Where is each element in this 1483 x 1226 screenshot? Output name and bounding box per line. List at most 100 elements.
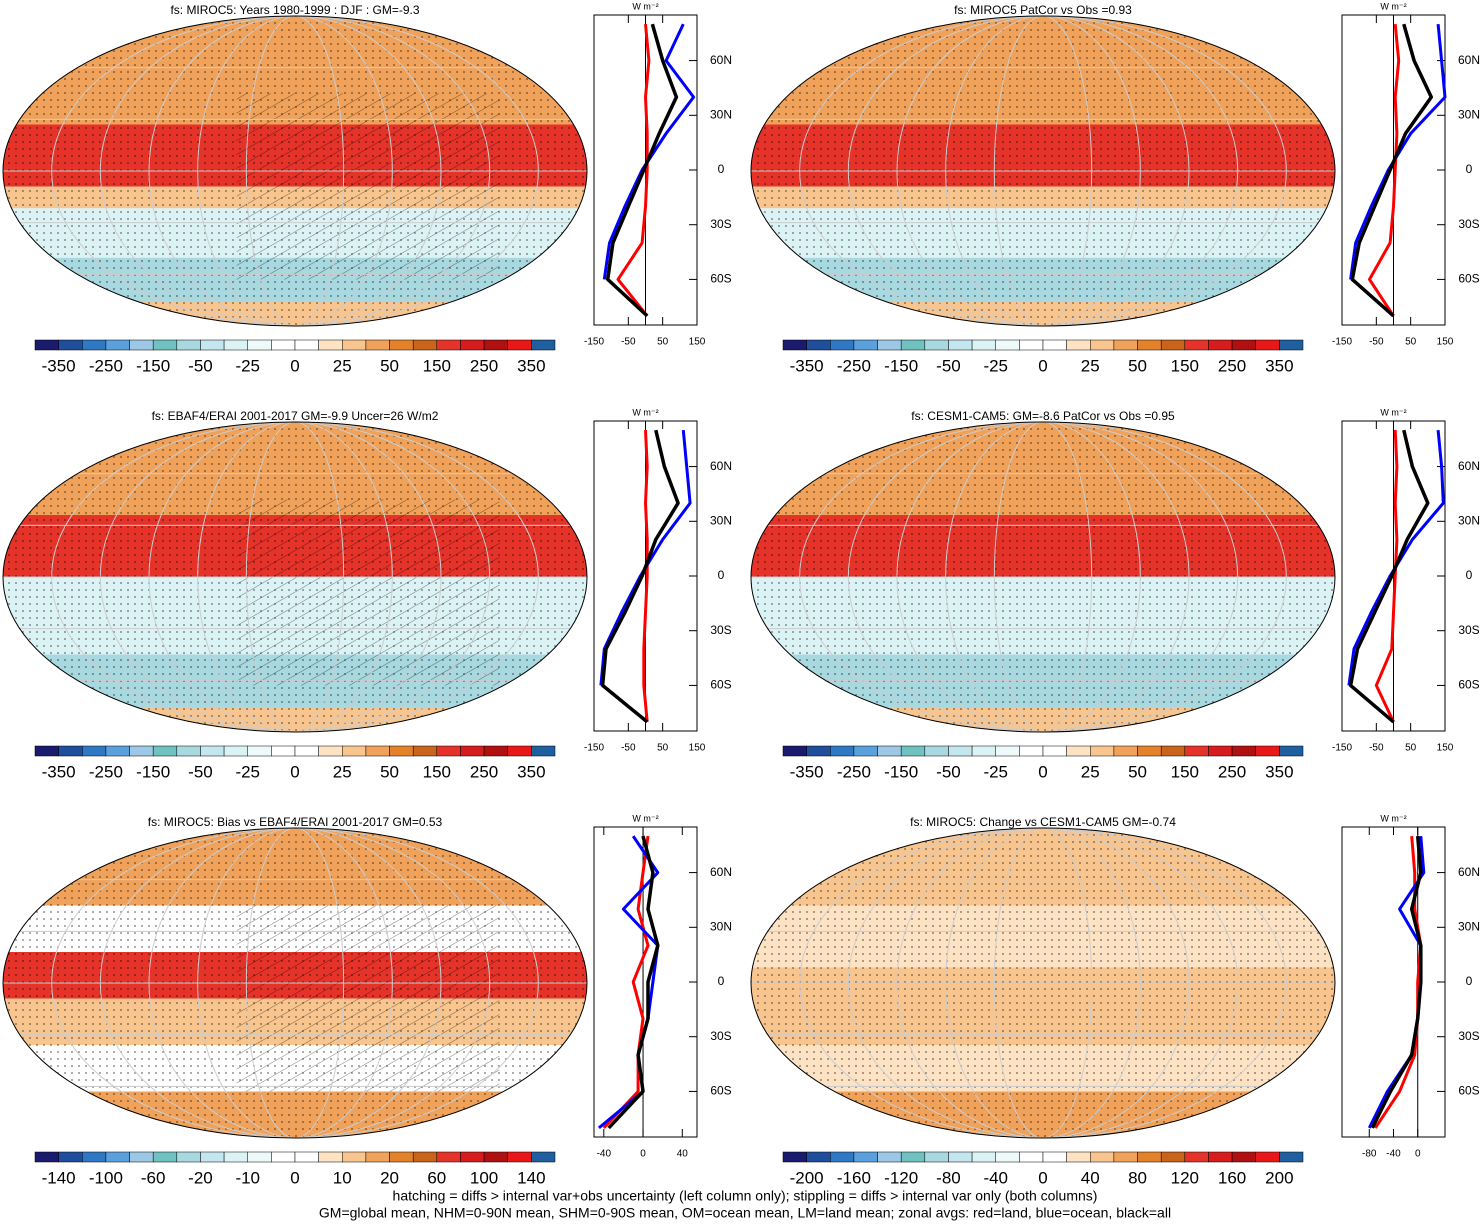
x-tick-label: -40 xyxy=(597,1149,612,1160)
colorbar-label: 25 xyxy=(333,356,352,375)
colorbar-label: -50 xyxy=(936,762,961,781)
colorbar-box xyxy=(200,1151,225,1163)
colorbar-box xyxy=(82,1151,107,1163)
x-tick-label: -150 xyxy=(1332,337,1352,348)
colorbar-box xyxy=(389,339,414,351)
x-tick-label: 150 xyxy=(689,337,706,348)
colorbar-box xyxy=(1066,1151,1091,1163)
colorbar-box xyxy=(1208,745,1233,757)
colorbar-box xyxy=(948,745,973,757)
colorbar-box xyxy=(948,339,973,351)
colorbar-label: -20 xyxy=(188,1168,213,1187)
colorbar-box xyxy=(877,745,902,757)
colorbar-box xyxy=(782,339,807,351)
y-tick-label: 60S xyxy=(1458,272,1479,286)
map xyxy=(751,16,1335,326)
y-tick-label: 60S xyxy=(710,678,731,692)
colorbar-label: -10 xyxy=(235,1168,260,1187)
colorbar-box xyxy=(318,745,343,757)
colorbar-box xyxy=(247,745,272,757)
colorbar-box xyxy=(1019,339,1044,351)
colorbar-box xyxy=(34,339,59,351)
colorbar-box xyxy=(294,745,319,757)
footer-line: GM=global mean, NHM=0-90N mean, SHM=0-90… xyxy=(319,1205,1171,1221)
colorbar-label: 350 xyxy=(517,356,545,375)
colorbar-box xyxy=(995,745,1020,757)
colorbar-box xyxy=(412,745,438,757)
colorbar-label: 60 xyxy=(427,1168,446,1187)
x-tick-label: -80 xyxy=(1362,1149,1377,1160)
colorbar-box xyxy=(58,339,83,351)
colorbar-box xyxy=(995,1151,1020,1163)
colorbar-box xyxy=(1160,745,1186,757)
colorbar-label: -25 xyxy=(983,762,1008,781)
x-tick-label: 50 xyxy=(1405,337,1417,348)
colorbar-box xyxy=(129,339,154,351)
colorbar-box xyxy=(389,1151,414,1163)
x-tick-label: -40 xyxy=(1386,1149,1401,1160)
panel: fs: MIROC5: Years 1980-1999 : DJF : GM=-… xyxy=(2,1,732,375)
colorbar-box xyxy=(1113,339,1138,351)
x-tick-label: 0 xyxy=(640,1149,646,1160)
y-tick-label: 60N xyxy=(710,53,732,67)
colorbar-box xyxy=(318,1151,343,1163)
colorbar-label: -100 xyxy=(89,1168,123,1187)
y-tick-label: 30S xyxy=(1458,1029,1479,1043)
x-tick-label: 50 xyxy=(657,337,669,348)
colorbar-box xyxy=(200,339,225,351)
colorbar-box xyxy=(806,1151,831,1163)
colorbar-box xyxy=(1137,339,1162,351)
colorbar-box xyxy=(105,745,130,757)
colorbar-box xyxy=(34,745,59,757)
y-tick-label: 60N xyxy=(1458,865,1480,879)
colorbar-box xyxy=(271,1151,296,1163)
hatching xyxy=(236,905,500,1092)
y-tick-label: 0 xyxy=(718,568,725,582)
colorbar-box xyxy=(1208,1151,1233,1163)
y-tick-label: 30N xyxy=(1458,107,1480,121)
colorbar-label: 25 xyxy=(1081,356,1100,375)
map xyxy=(3,422,587,732)
zonal-line xyxy=(1350,23,1434,318)
colorbar-box xyxy=(971,745,996,757)
colorbar-label: -350 xyxy=(790,356,824,375)
map-outline xyxy=(750,827,1336,1139)
panel: fs: MIROC5 PatCor vs Obs =0.93-350 -250 -1… xyxy=(750,1,1480,375)
colorbar-box xyxy=(152,1151,178,1163)
x-tick-label: -50 xyxy=(621,743,636,754)
colorbar-label: 100 xyxy=(470,1168,498,1187)
colorbar-box xyxy=(830,339,855,351)
colorbar-box xyxy=(460,339,485,351)
panel: fs: MIROC5: Bias vs EBAF4/ERAI 2001-2017… xyxy=(2,813,732,1187)
colorbar-box xyxy=(531,1151,556,1163)
zonal-units: W m⁻² xyxy=(632,407,658,417)
y-tick-label: 60N xyxy=(1458,459,1480,473)
colorbar-label: -160 xyxy=(837,1168,871,1187)
colorbar-box xyxy=(971,1151,996,1163)
colorbar-box xyxy=(830,1151,855,1163)
colorbar-box xyxy=(830,745,855,757)
x-tick-label: -150 xyxy=(584,743,604,754)
y-tick-label: 30N xyxy=(710,513,732,527)
colorbar-label: 250 xyxy=(470,762,498,781)
colorbar-label: -150 xyxy=(136,356,170,375)
colorbar-box xyxy=(1231,339,1256,351)
colorbar-label: 250 xyxy=(1218,762,1246,781)
colorbar-box xyxy=(1184,1151,1209,1163)
colorbar-box xyxy=(129,1151,154,1163)
colorbar-box xyxy=(223,745,248,757)
y-tick-label: 30S xyxy=(710,1029,731,1043)
colorbar-label: 0 xyxy=(290,762,299,781)
x-tick-label: 0 xyxy=(1415,1149,1421,1160)
zonal-line xyxy=(616,23,651,317)
colorbar-label: 250 xyxy=(1218,356,1246,375)
x-tick-label: 150 xyxy=(1437,743,1454,754)
colorbar-label: 350 xyxy=(1265,762,1293,781)
colorbar-box xyxy=(271,339,296,351)
colorbar-box xyxy=(507,745,532,757)
colorbar-box xyxy=(342,339,367,351)
colorbar-label: -250 xyxy=(837,356,871,375)
colorbar-box xyxy=(389,745,414,757)
colorbar-label: -25 xyxy=(235,356,260,375)
colorbar-label: 20 xyxy=(380,1168,399,1187)
